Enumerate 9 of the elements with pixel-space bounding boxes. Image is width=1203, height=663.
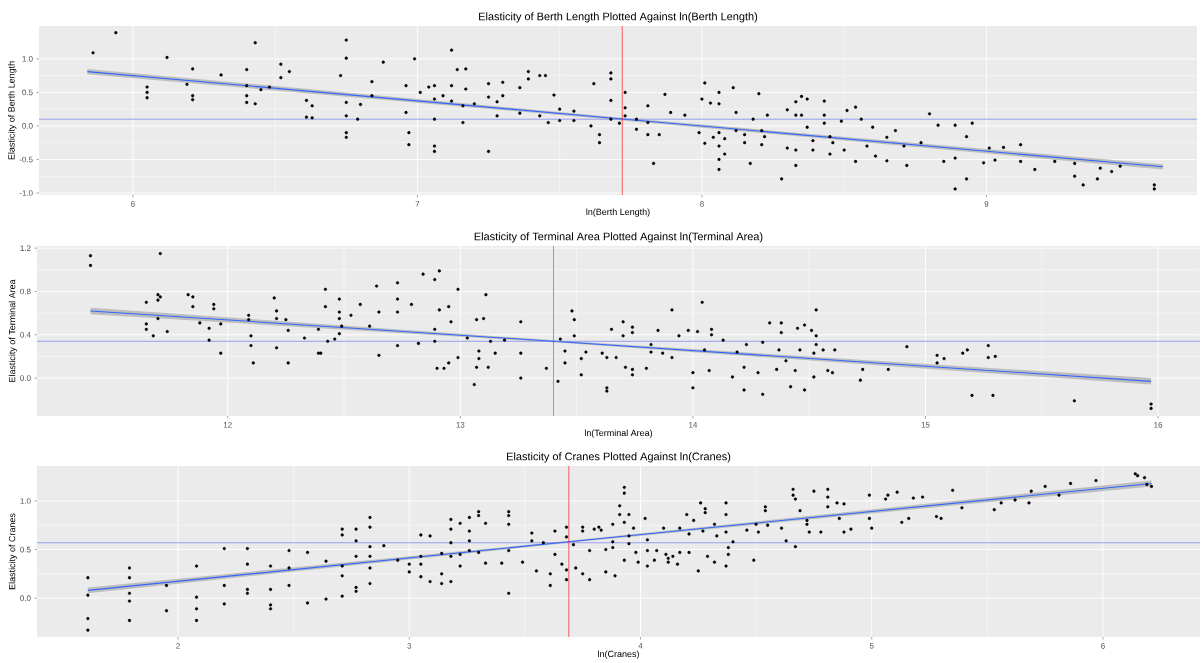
y-axis-title: Elasticity of Terminal Area (8, 279, 18, 382)
y-axis-title: Elasticity of Cranes (8, 513, 18, 590)
x-axis-title: ln(Berth Length) (586, 208, 650, 217)
x-axis-title: ln(Terminal Area) (584, 429, 653, 438)
x-axis-title: ln(Cranes) (598, 650, 639, 659)
chart-title: Elasticity of Terminal Area Plotted Against ln(Terminal Area) (474, 232, 763, 243)
chart-title: Elasticity of Berth Length Plotted Against ln(Berth Length) (479, 12, 758, 23)
y-axis-title: Elasticity of Berth Length (8, 61, 17, 160)
chart-title: Elasticity of Cranes Plotted Against ln(Cranes) (507, 452, 731, 463)
